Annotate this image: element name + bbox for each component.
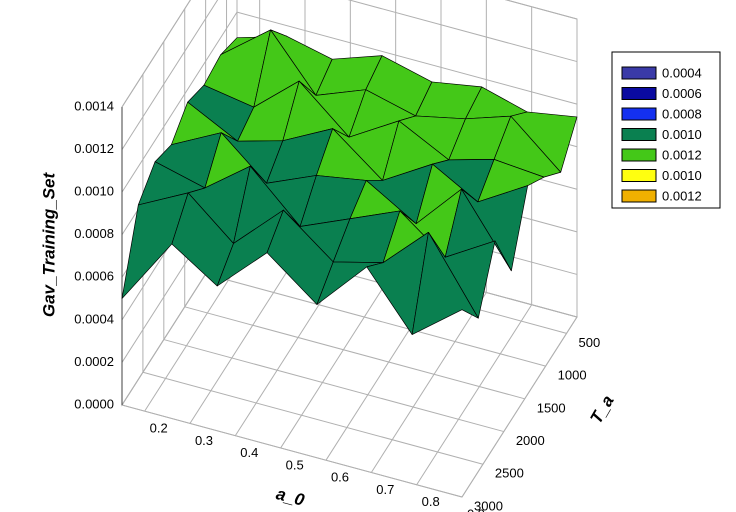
z-grid-back (347, 0, 578, 63)
z-tick-label: 0.0010 (74, 184, 114, 199)
x-tick-label: 0.8 (422, 494, 440, 509)
x-tick-label: 0.2 (150, 421, 168, 436)
x-grid-floor (461, 316, 578, 498)
y-grid-floor (142, 371, 484, 465)
legend-label: 0.0010 (662, 168, 702, 183)
x-grid-floor (280, 267, 397, 449)
y-grid-floor (184, 306, 525, 400)
y-tick-label: 2000 (516, 433, 545, 448)
z-tick-label: 0.0002 (74, 354, 114, 369)
legend-label: 0.0004 (662, 65, 702, 80)
y-tick-label: 1000 (558, 368, 587, 383)
y-grid-floor (121, 404, 463, 498)
x-tick-label: 0.6 (331, 470, 349, 485)
x-tick-label: 0.9 (467, 506, 485, 512)
x-grid-floor (416, 304, 533, 486)
z-grid-back (504, 0, 578, 20)
z-tick-label: 0.0004 (74, 311, 114, 326)
z-tick-label: 0.0006 (74, 269, 114, 284)
z-axis-title: Gav_Training_Set (39, 172, 58, 318)
z-tick-label: 0.0012 (74, 141, 114, 156)
y-tick-label: 2500 (495, 466, 524, 481)
y-grid-floor (163, 339, 504, 433)
y-tick-label: 3000 (474, 498, 503, 512)
x-tick-label: 0.7 (376, 482, 394, 497)
x-grid-floor (370, 292, 487, 473)
x-tick-label: 0.3 (195, 433, 213, 448)
z-grid-back (236, 11, 578, 105)
z-grid-left (121, 0, 219, 150)
surface-patch (411, 232, 479, 335)
z-tick-label: 0.0014 (74, 98, 114, 113)
legend-label: 0.0006 (662, 86, 702, 101)
y-tick-label: 1500 (537, 400, 566, 415)
z-tick-label: 0.0000 (74, 396, 114, 411)
x-grid-floor (189, 243, 306, 424)
legend-label: 0.0008 (662, 106, 702, 121)
legend-swatch (621, 189, 657, 203)
z-grid-left (121, 0, 191, 108)
legend-label: 0.0012 (662, 147, 702, 162)
legend-swatch (621, 148, 657, 162)
z-grid-left (121, 11, 238, 193)
legend-label: 0.0012 (662, 188, 702, 203)
x-tick-label: 0.4 (240, 445, 258, 460)
legend-swatch (621, 66, 657, 80)
legend-swatch (621, 87, 657, 100)
x-tick-label: 0.5 (286, 457, 304, 472)
legend-swatch (621, 128, 657, 141)
legend-swatch (621, 169, 657, 182)
y-grid-floor (205, 273, 546, 367)
legend-label: 0.0010 (662, 127, 702, 142)
y-tick-label: 500 (579, 335, 601, 350)
z-tick-label: 0.0008 (74, 226, 114, 241)
legend-swatch (621, 107, 657, 121)
